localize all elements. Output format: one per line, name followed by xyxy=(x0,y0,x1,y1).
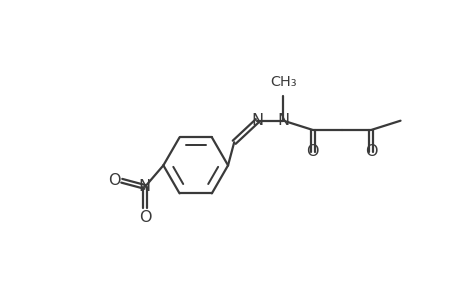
Text: N: N xyxy=(139,179,151,194)
Text: O: O xyxy=(306,144,318,159)
Text: O: O xyxy=(364,144,377,159)
Text: O: O xyxy=(138,210,151,225)
Text: O: O xyxy=(107,173,120,188)
Text: N: N xyxy=(251,113,263,128)
Text: CH₃: CH₃ xyxy=(269,75,296,89)
Text: N: N xyxy=(277,113,289,128)
